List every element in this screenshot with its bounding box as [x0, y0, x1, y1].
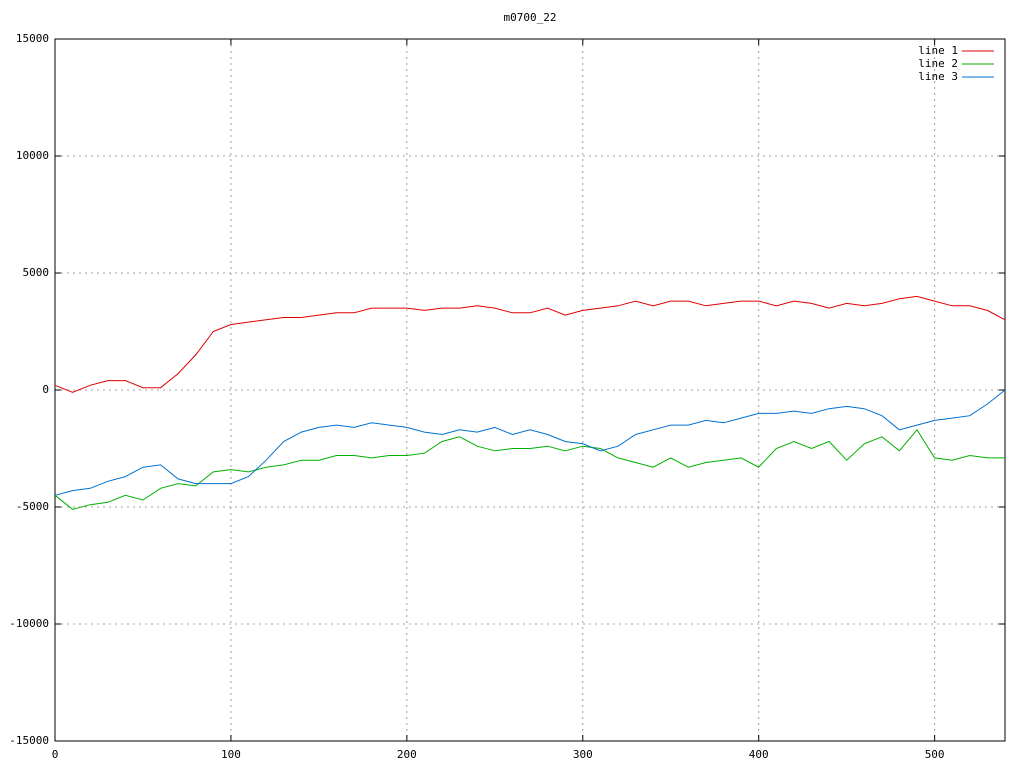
y-tick-label: -10000	[9, 617, 49, 630]
legend-label: line 2	[918, 57, 958, 70]
y-tick-label: -5000	[16, 500, 49, 513]
legend-label: line 3	[918, 70, 958, 83]
x-tick-label: 400	[749, 748, 769, 761]
x-tick-label: 300	[573, 748, 593, 761]
x-tick-label: 200	[397, 748, 417, 761]
line-series	[54, 389, 1006, 496]
y-tick-label: 10000	[16, 149, 49, 162]
y-tick-label: 0	[42, 383, 49, 396]
y-tick-label: 15000	[16, 32, 49, 45]
line-series	[54, 295, 1006, 393]
legend-label: line 1	[918, 44, 958, 57]
chart-title: m0700_22	[504, 11, 557, 24]
x-tick-label: 500	[925, 748, 945, 761]
y-tick-label: 5000	[23, 266, 50, 279]
x-tick-label: 100	[221, 748, 241, 761]
x-tick-label: 0	[52, 748, 59, 761]
y-tick-label: -15000	[9, 734, 49, 747]
line-series	[54, 428, 1005, 510]
